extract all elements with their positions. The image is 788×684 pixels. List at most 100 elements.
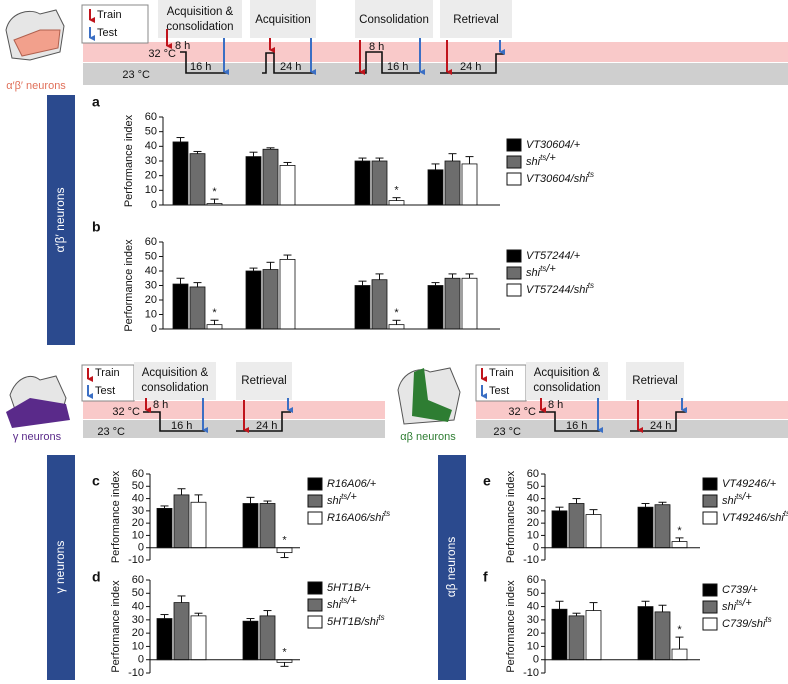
legend-swatch [307,598,323,612]
legend-swatch [702,511,718,525]
step-box [158,0,242,38]
y-tick-label: 0 [533,542,539,554]
bar [427,285,444,330]
significance-label: * [282,647,287,659]
y-tick-label: 10 [145,184,157,196]
significance-label: * [212,307,217,319]
y-tick-label: -10 [523,554,539,566]
legend-swatch [506,266,522,280]
cool-band [83,63,788,85]
bar [156,618,173,661]
legend-label: R16A06/shits [327,509,390,524]
y-tick-label: 40 [145,140,157,152]
y-tick-label: 20 [145,294,157,306]
duration: 16 h [387,61,408,73]
legend-swatch [702,617,718,631]
temp-label: 23 °C [97,426,125,438]
y-tick-label: 0 [151,199,157,211]
y-tick-label: 10 [132,640,144,652]
step-title: consolidation [141,382,208,394]
y-tick-label: 10 [527,529,539,541]
y-tick-label: 20 [145,170,157,182]
legend-label: C739/shits [722,615,772,630]
bar [654,611,671,661]
duration: 8 h [369,41,384,53]
side-label: α′β′ neurons [53,187,67,252]
legend-label: VT57244/shits [526,281,594,296]
significance-label: * [677,525,682,537]
panel-label: f [483,569,488,585]
legend-swatch [307,581,323,595]
duration: 24 h [256,420,277,432]
panel-label: b [92,219,101,235]
y-tick-label: 10 [527,640,539,652]
duration: 24 h [280,61,301,73]
bar [189,153,206,206]
step-box [440,0,512,38]
bar [206,324,223,330]
legend-label: VT49246/+ [722,478,777,490]
y-tick-label: 60 [527,574,539,586]
step-title: Acquisition & [167,6,234,18]
bar [242,620,259,661]
step-title: Retrieval [632,375,677,387]
legend-label: shits/+ [526,263,556,279]
side-label: αβ neurons [444,537,458,598]
legend-label: shits/+ [526,152,556,168]
temp-label: 32 °C [508,406,536,418]
step-box [134,362,216,400]
temperature-trace [262,52,314,74]
test-label: Test [489,385,509,397]
legend-swatch [702,477,718,491]
warm-band [476,401,788,419]
significance-label: * [212,186,217,198]
legend-label: VT30604/shits [526,170,594,185]
significance-label: * [282,535,287,547]
y-axis-label: Performance index [505,580,517,673]
duration: 8 h [175,40,190,52]
bar [262,148,279,206]
step-title: Retrieval [241,375,286,387]
train-label: Train [95,367,120,379]
legend-label: shits/+ [327,491,357,507]
significance-label: * [677,624,682,636]
legend-label: shits/+ [722,597,752,613]
legend-label: 5HT1B/+ [327,582,371,594]
bar [242,503,259,549]
y-tick-label: 50 [132,480,144,492]
y-tick-label: 20 [527,517,539,529]
panel-label: a [92,94,100,110]
step-title: Acquisition & [142,367,209,379]
legend-label: 5HT1B/shits [327,613,385,628]
step-box [526,362,608,400]
legend-label: R16A06/+ [327,478,377,490]
bar [245,270,262,330]
bar [259,503,276,549]
bar [654,504,671,549]
duration: 24 h [650,420,671,432]
top-protocol: α′β′ neurons Train Test 32 °C 23 °C Acqu… [5,0,788,92]
step-title: consolidation [166,21,233,33]
bar [262,269,279,330]
y-tick-label: 0 [151,323,157,335]
y-tick-label: 40 [527,492,539,504]
y-tick-label: 50 [527,587,539,599]
legend-label: VT30604/+ [526,139,581,151]
bar [190,615,207,661]
y-tick-label: 60 [132,574,144,586]
y-tick-label: 30 [145,155,157,167]
step-box [236,362,292,400]
y-tick-label: 30 [132,614,144,626]
warm-band [83,42,788,62]
bar [371,279,388,330]
y-tick-label: 30 [145,279,157,291]
y-axis-label: Performance index [110,470,122,563]
step-box [355,0,433,38]
temp-label: 32 °C [148,48,176,60]
y-tick-label: 60 [145,111,157,123]
neuron-shape [13,29,61,57]
legend-swatch [307,494,323,508]
duration: 8 h [153,399,168,411]
legend-label: VT57244/+ [526,250,581,262]
